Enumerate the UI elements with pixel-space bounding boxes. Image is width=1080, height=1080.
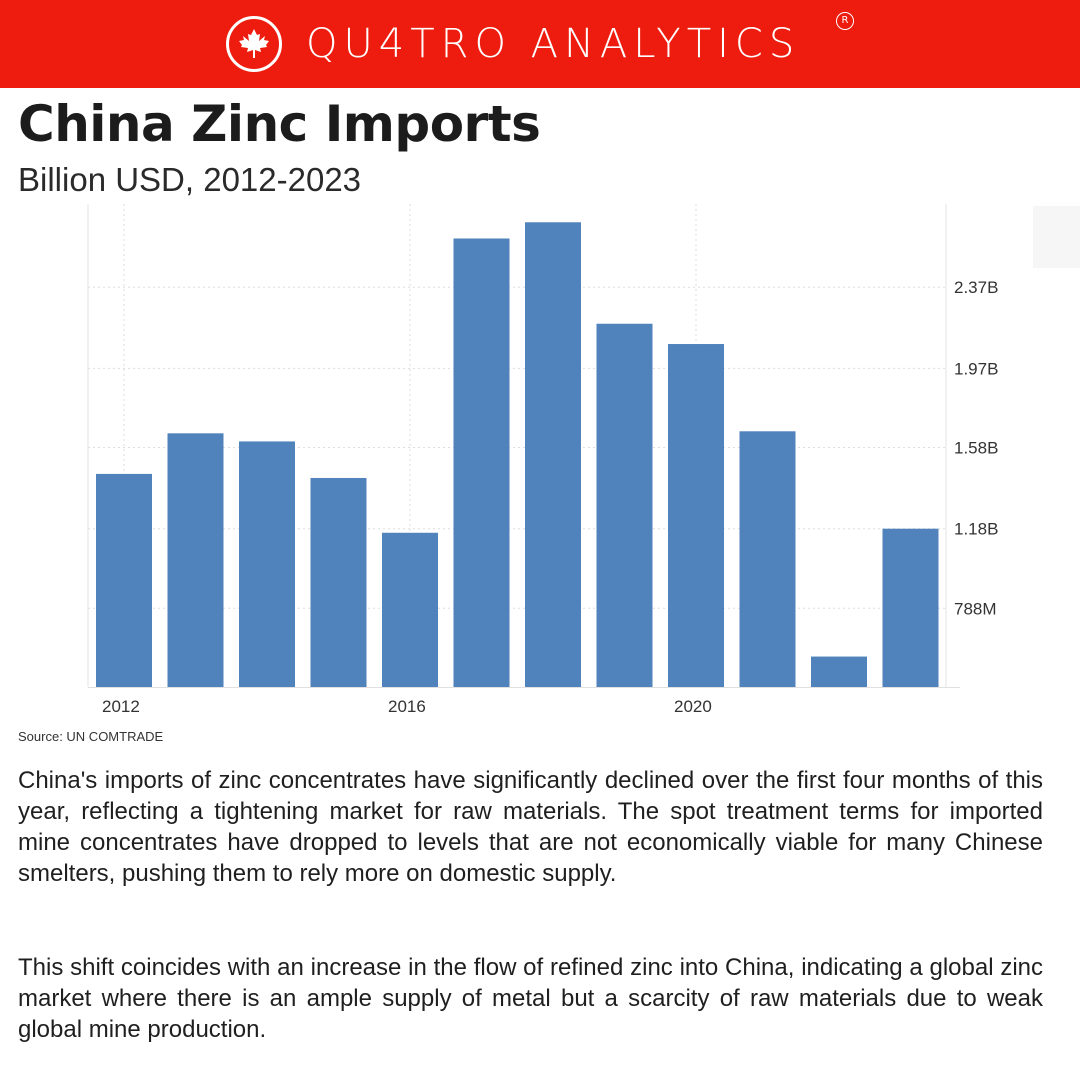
x-tick-label: 2016	[388, 697, 426, 716]
bar-2019	[596, 323, 653, 687]
maple-leaf-icon	[226, 16, 282, 72]
bar-2013	[167, 433, 224, 687]
faded-panel	[1033, 206, 1080, 268]
bar-2015	[310, 477, 367, 687]
bar-chart: 788M 1.18B 1.58B 1.97B 2.37B 2012 2016 2020	[87, 204, 998, 716]
bar-2016	[382, 532, 438, 687]
chart-title: China Zinc Imports	[18, 95, 541, 153]
body-paragraph-2: This shift coincides with an increase in…	[18, 954, 1043, 1043]
x-tick-label: 2012	[102, 697, 140, 716]
bar-2018	[525, 222, 581, 687]
chart-subtitle: Billion USD, 2012-2023	[18, 161, 362, 198]
source-note: Source: UN COMTRADE	[18, 729, 164, 744]
y-tick-label: 2.37B	[954, 278, 998, 297]
bar-2014	[239, 441, 295, 687]
bar-2020	[668, 344, 724, 687]
registered-mark: R	[836, 12, 854, 30]
y-tick-label: 1.58B	[954, 439, 998, 458]
body-paragraph-1: China's imports of zinc concentrates hav…	[18, 767, 1043, 887]
y-tick-label: 1.18B	[954, 520, 998, 539]
bar-2023	[882, 528, 939, 687]
brand-header: QU4TRO ANALYTICS R	[0, 0, 1080, 88]
bar-2012	[96, 473, 152, 687]
y-tick-label: 788M	[954, 599, 997, 618]
brand-name: QU4TRO ANALYTICS	[306, 21, 801, 67]
bar-2022	[811, 656, 867, 687]
bar-2021	[739, 431, 796, 687]
y-tick-label: 1.97B	[954, 359, 998, 378]
bar-2017	[453, 238, 510, 687]
x-tick-label: 2020	[674, 697, 712, 716]
